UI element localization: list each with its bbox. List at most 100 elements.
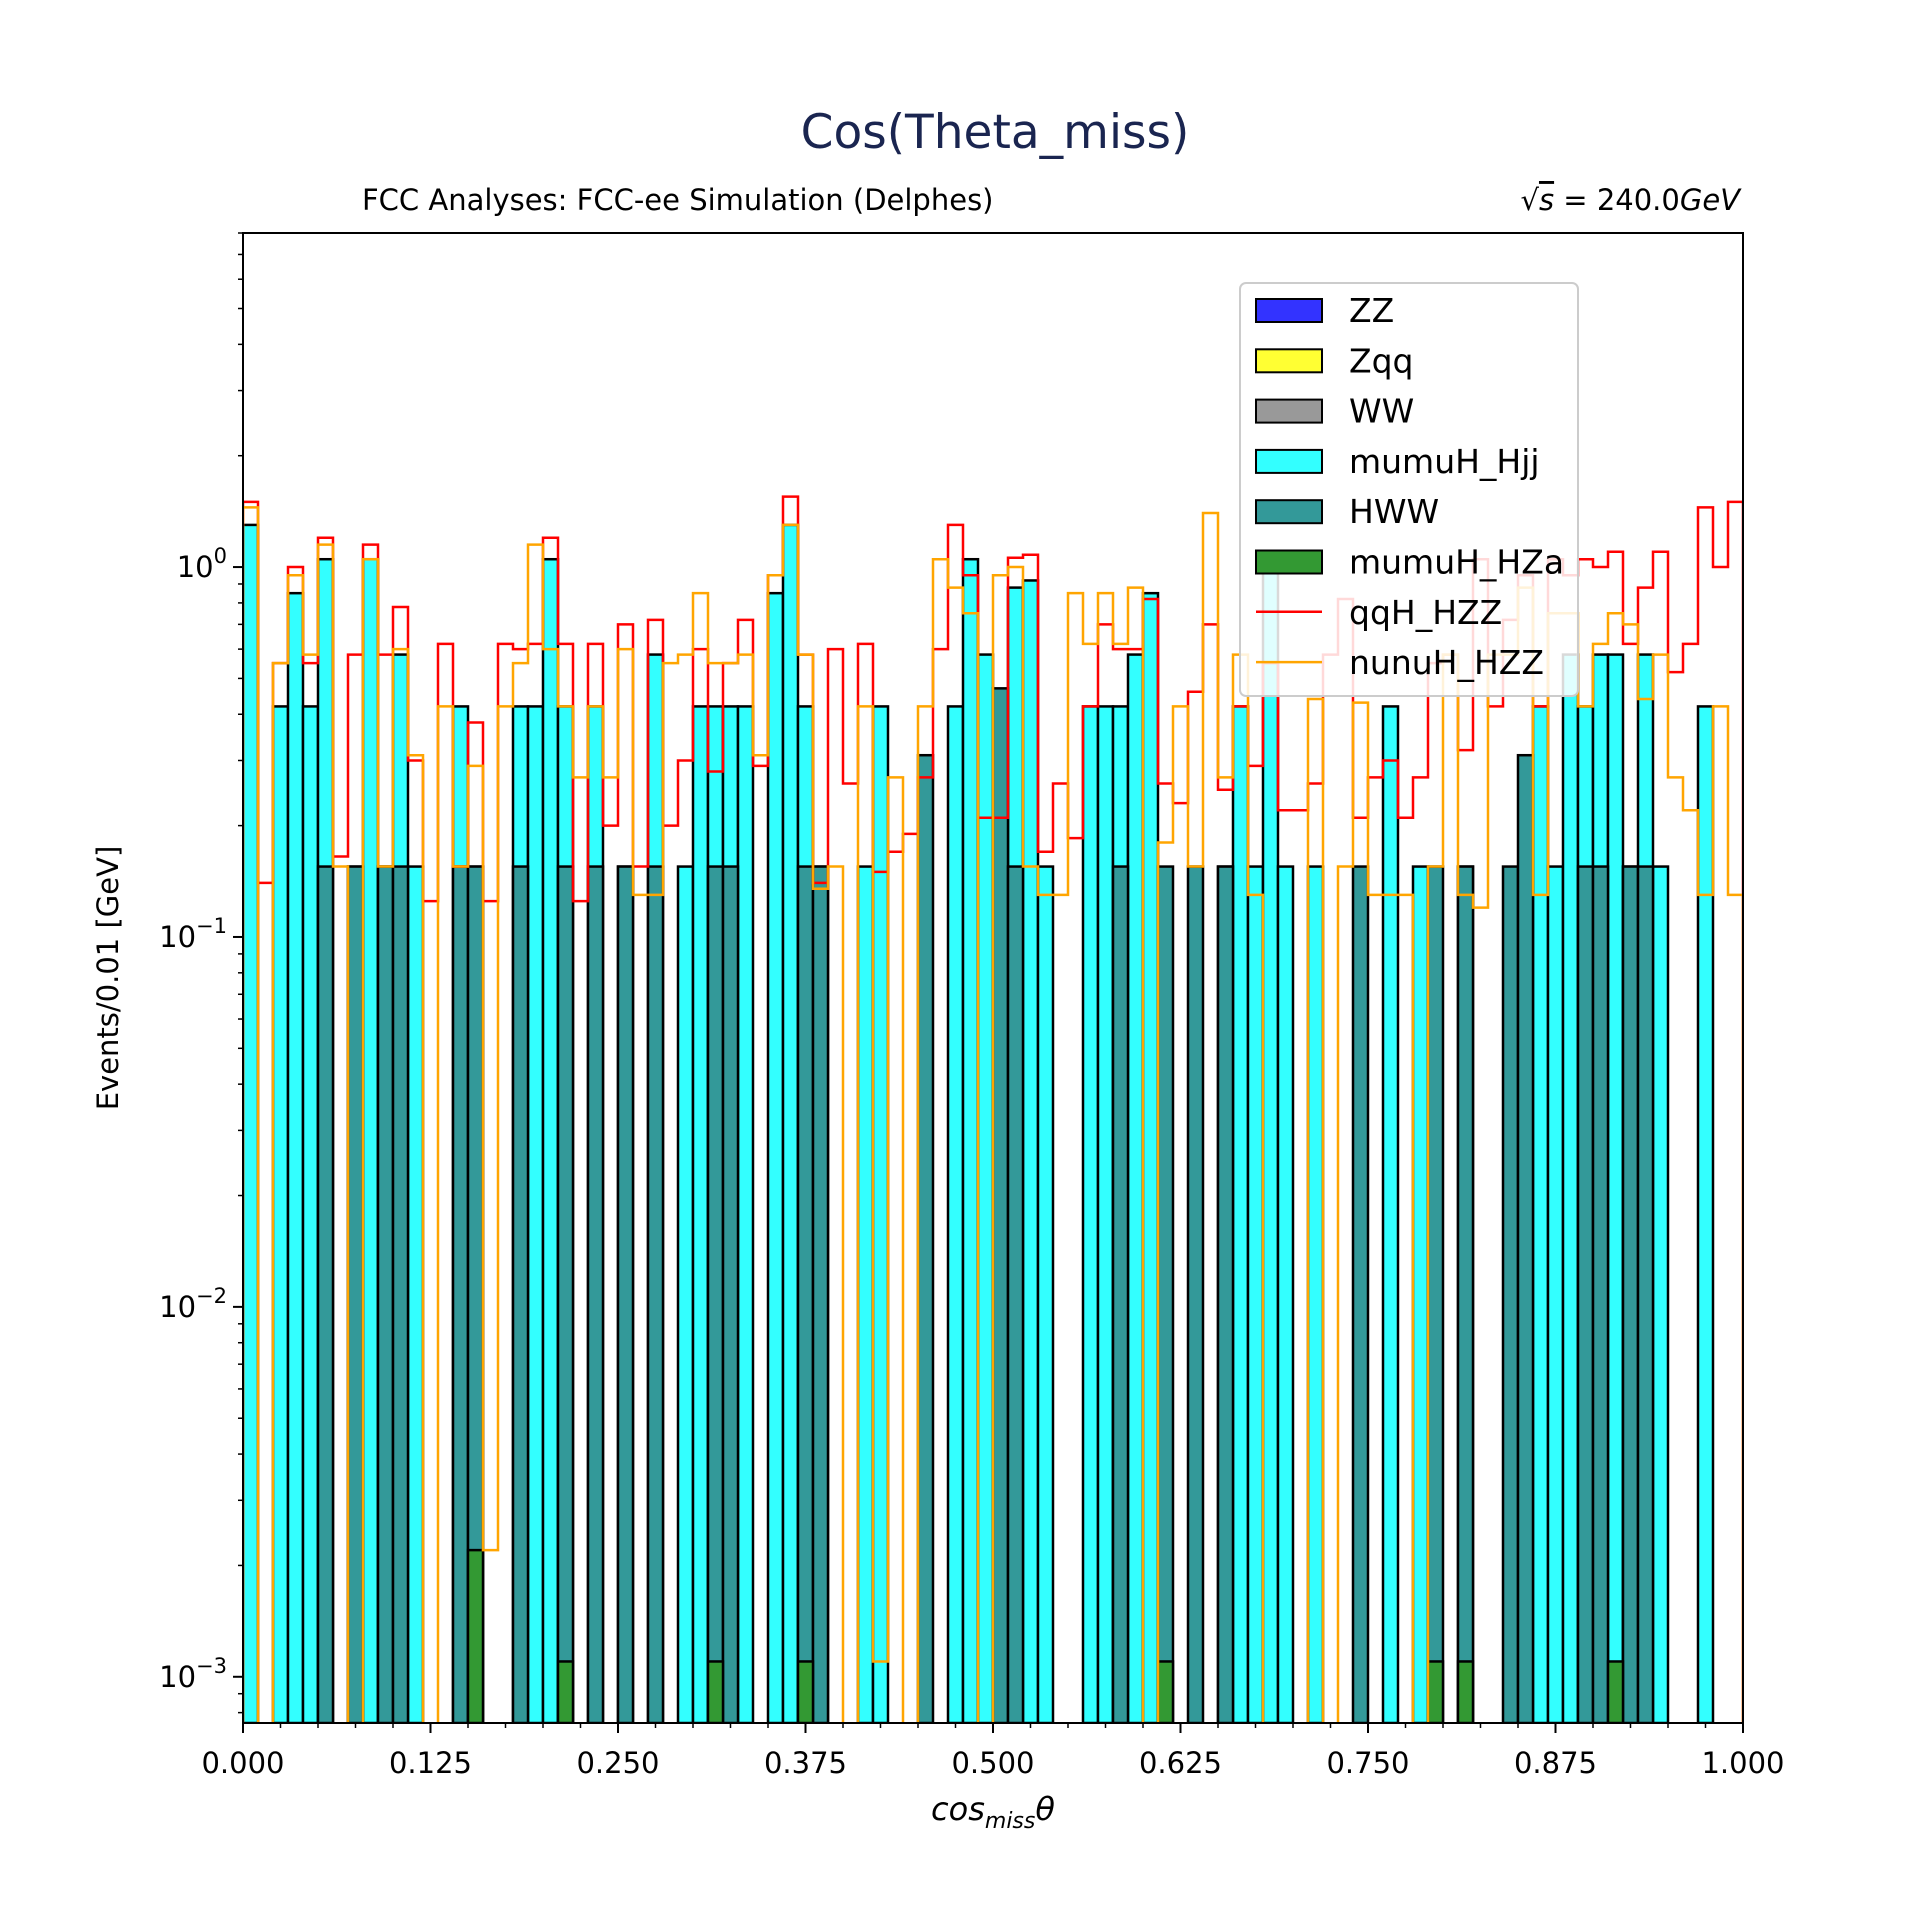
bar-mumuh-hjj — [871, 705, 890, 1723]
x-tick-label: 0.125 — [389, 1746, 472, 1780]
legend-swatch — [1255, 298, 1323, 323]
legend-swatch — [1255, 348, 1323, 374]
bar-hww — [1591, 865, 1610, 1723]
y-tick-label: 10−2 — [159, 1284, 227, 1324]
legend-label: qqH_HZZ — [1349, 593, 1502, 632]
bar-mumuh-hza — [1606, 1660, 1625, 1723]
legend-label: mumuH_HZa — [1349, 543, 1564, 582]
legend-box — [1239, 282, 1579, 697]
legend-swatch — [1255, 549, 1323, 575]
bar-hww — [1501, 865, 1520, 1723]
bar-mumuh-hjj — [1561, 653, 1580, 1723]
legend-label: HWW — [1349, 492, 1439, 531]
bar-mumuh-hjj — [1531, 705, 1550, 1723]
bar-hww — [706, 865, 725, 1723]
bar-mumuh-hza — [706, 1660, 725, 1723]
bar-hww — [376, 865, 395, 1723]
series-mumuh-hza — [466, 1548, 1625, 1723]
bar-mumuh-hjj — [946, 705, 965, 1723]
x-tick-label: 0.000 — [201, 1746, 284, 1780]
bar-hww — [1006, 865, 1025, 1723]
bar-hww — [1576, 865, 1595, 1723]
bar-mumuh-hjj — [301, 705, 320, 1723]
x-tick-label: 0.500 — [951, 1746, 1034, 1780]
bar-mumuh-hjj — [243, 523, 260, 1723]
bar-mumuh-hjj — [736, 705, 755, 1723]
bar-mumuh-hjj — [1651, 865, 1670, 1723]
bar-mumuh-hza — [1156, 1660, 1175, 1723]
legend-entry-zz: ZZ — [1255, 291, 1394, 330]
bar-mumuh-hza — [556, 1660, 575, 1723]
bar-mumuh-hjj — [1126, 653, 1145, 1723]
bar-mumuh-hjj — [1246, 865, 1265, 1723]
bar-hww — [1636, 865, 1655, 1723]
legend-label: Zqq — [1349, 341, 1414, 380]
legend-entry-nunuh-hzz: nunuH_HZZ — [1256, 643, 1544, 682]
bar-hww — [451, 865, 470, 1723]
bar-mumuh-hjj — [1306, 865, 1325, 1723]
bar-hww — [1156, 865, 1175, 1723]
bar-mumuh-hjj — [1081, 705, 1100, 1723]
bar-hww — [346, 865, 365, 1723]
bar-mumuh-hza — [796, 1660, 815, 1723]
chart-subtitle-left: FCC Analyses: FCC-ee Simulation (Delphes… — [362, 183, 994, 217]
bar-hww — [391, 865, 410, 1723]
legend-swatch — [1255, 499, 1323, 525]
bar-mumuh-hjj — [286, 591, 305, 1723]
bar-mumuh-hjj — [1021, 579, 1040, 1723]
bar-mumuh-hjj — [781, 523, 800, 1723]
bar-mumuh-hza — [466, 1548, 485, 1723]
x-axis-label: cosmissθ — [931, 1790, 1055, 1834]
bar-mumuh-hjj — [1036, 865, 1055, 1723]
bar-hww — [586, 865, 605, 1723]
bar-hww — [721, 865, 740, 1723]
bar-mumuh-hjj — [856, 865, 875, 1723]
bar-mumuh-hjj — [961, 557, 980, 1723]
legend: ZZ Zqq WW mumuH_Hjj HWW mumuH_HZa qqH_HZZ nunuH… — [1239, 282, 1579, 697]
bar-hww — [1111, 865, 1130, 1723]
bar-hww — [616, 865, 635, 1723]
y-tick-label: 100 — [177, 544, 227, 584]
x-axis-ticks: 0.000 0.125 0.250 0.375 0.500 0.625 0.750 0.875… — [201, 1723, 1785, 1780]
bar-hww — [556, 865, 575, 1723]
bar-hww — [1351, 865, 1370, 1723]
bar-mumuh-hjj — [691, 705, 710, 1723]
bar-mumuh-hjj — [1606, 653, 1625, 1723]
legend-entry-qqh-hzz: qqH_HZZ — [1256, 593, 1502, 632]
bar-hww — [646, 865, 665, 1723]
bar-hww — [1456, 865, 1475, 1723]
bar-hww — [1621, 865, 1640, 1723]
bar-hww — [1186, 865, 1205, 1723]
bar-mumuh-hjj — [1096, 705, 1115, 1723]
legend-label: ZZ — [1349, 291, 1394, 330]
legend-entry-mumuh-hjj: mumuH_Hjj — [1255, 442, 1540, 481]
bar-mumuh-hjj — [1261, 557, 1280, 1723]
bar-mumuh-hjj — [976, 653, 995, 1723]
bar-hww — [796, 865, 815, 1723]
bar-mumuh-hjj — [1381, 705, 1400, 1723]
x-tick-label: 0.375 — [764, 1746, 847, 1780]
bar-mumuh-hjj — [526, 705, 545, 1723]
bar-mumuh-hjj — [271, 705, 290, 1723]
bar-hww — [991, 687, 1010, 1723]
bar-hww — [811, 865, 830, 1723]
x-tick-label: 0.250 — [576, 1746, 659, 1780]
bar-hww — [916, 753, 935, 1723]
chart-subtitle-right: √s = 240.0GeV — [1520, 183, 1742, 217]
bar-mumuh-hjj — [1276, 865, 1295, 1723]
bars-layer — [243, 523, 1715, 1723]
legend-label: WW — [1349, 392, 1414, 431]
bar-mumuh-hjj — [1546, 865, 1565, 1723]
legend-label: nunuH_HZZ — [1349, 643, 1544, 682]
legend-entry-zqq: Zqq — [1255, 341, 1414, 380]
bar-mumuh-hjj — [676, 865, 695, 1723]
bar-mumuh-hza — [1456, 1660, 1475, 1723]
bar-mumuh-hza — [1426, 1660, 1445, 1723]
x-tick-label: 0.875 — [1514, 1746, 1597, 1780]
plot-area — [243, 495, 1743, 1723]
legend-swatch — [1255, 448, 1323, 474]
bar-mumuh-hjj — [1411, 865, 1430, 1723]
bar-mumuh-hjj — [406, 865, 425, 1723]
x-tick-label: 1.000 — [1701, 1746, 1784, 1780]
